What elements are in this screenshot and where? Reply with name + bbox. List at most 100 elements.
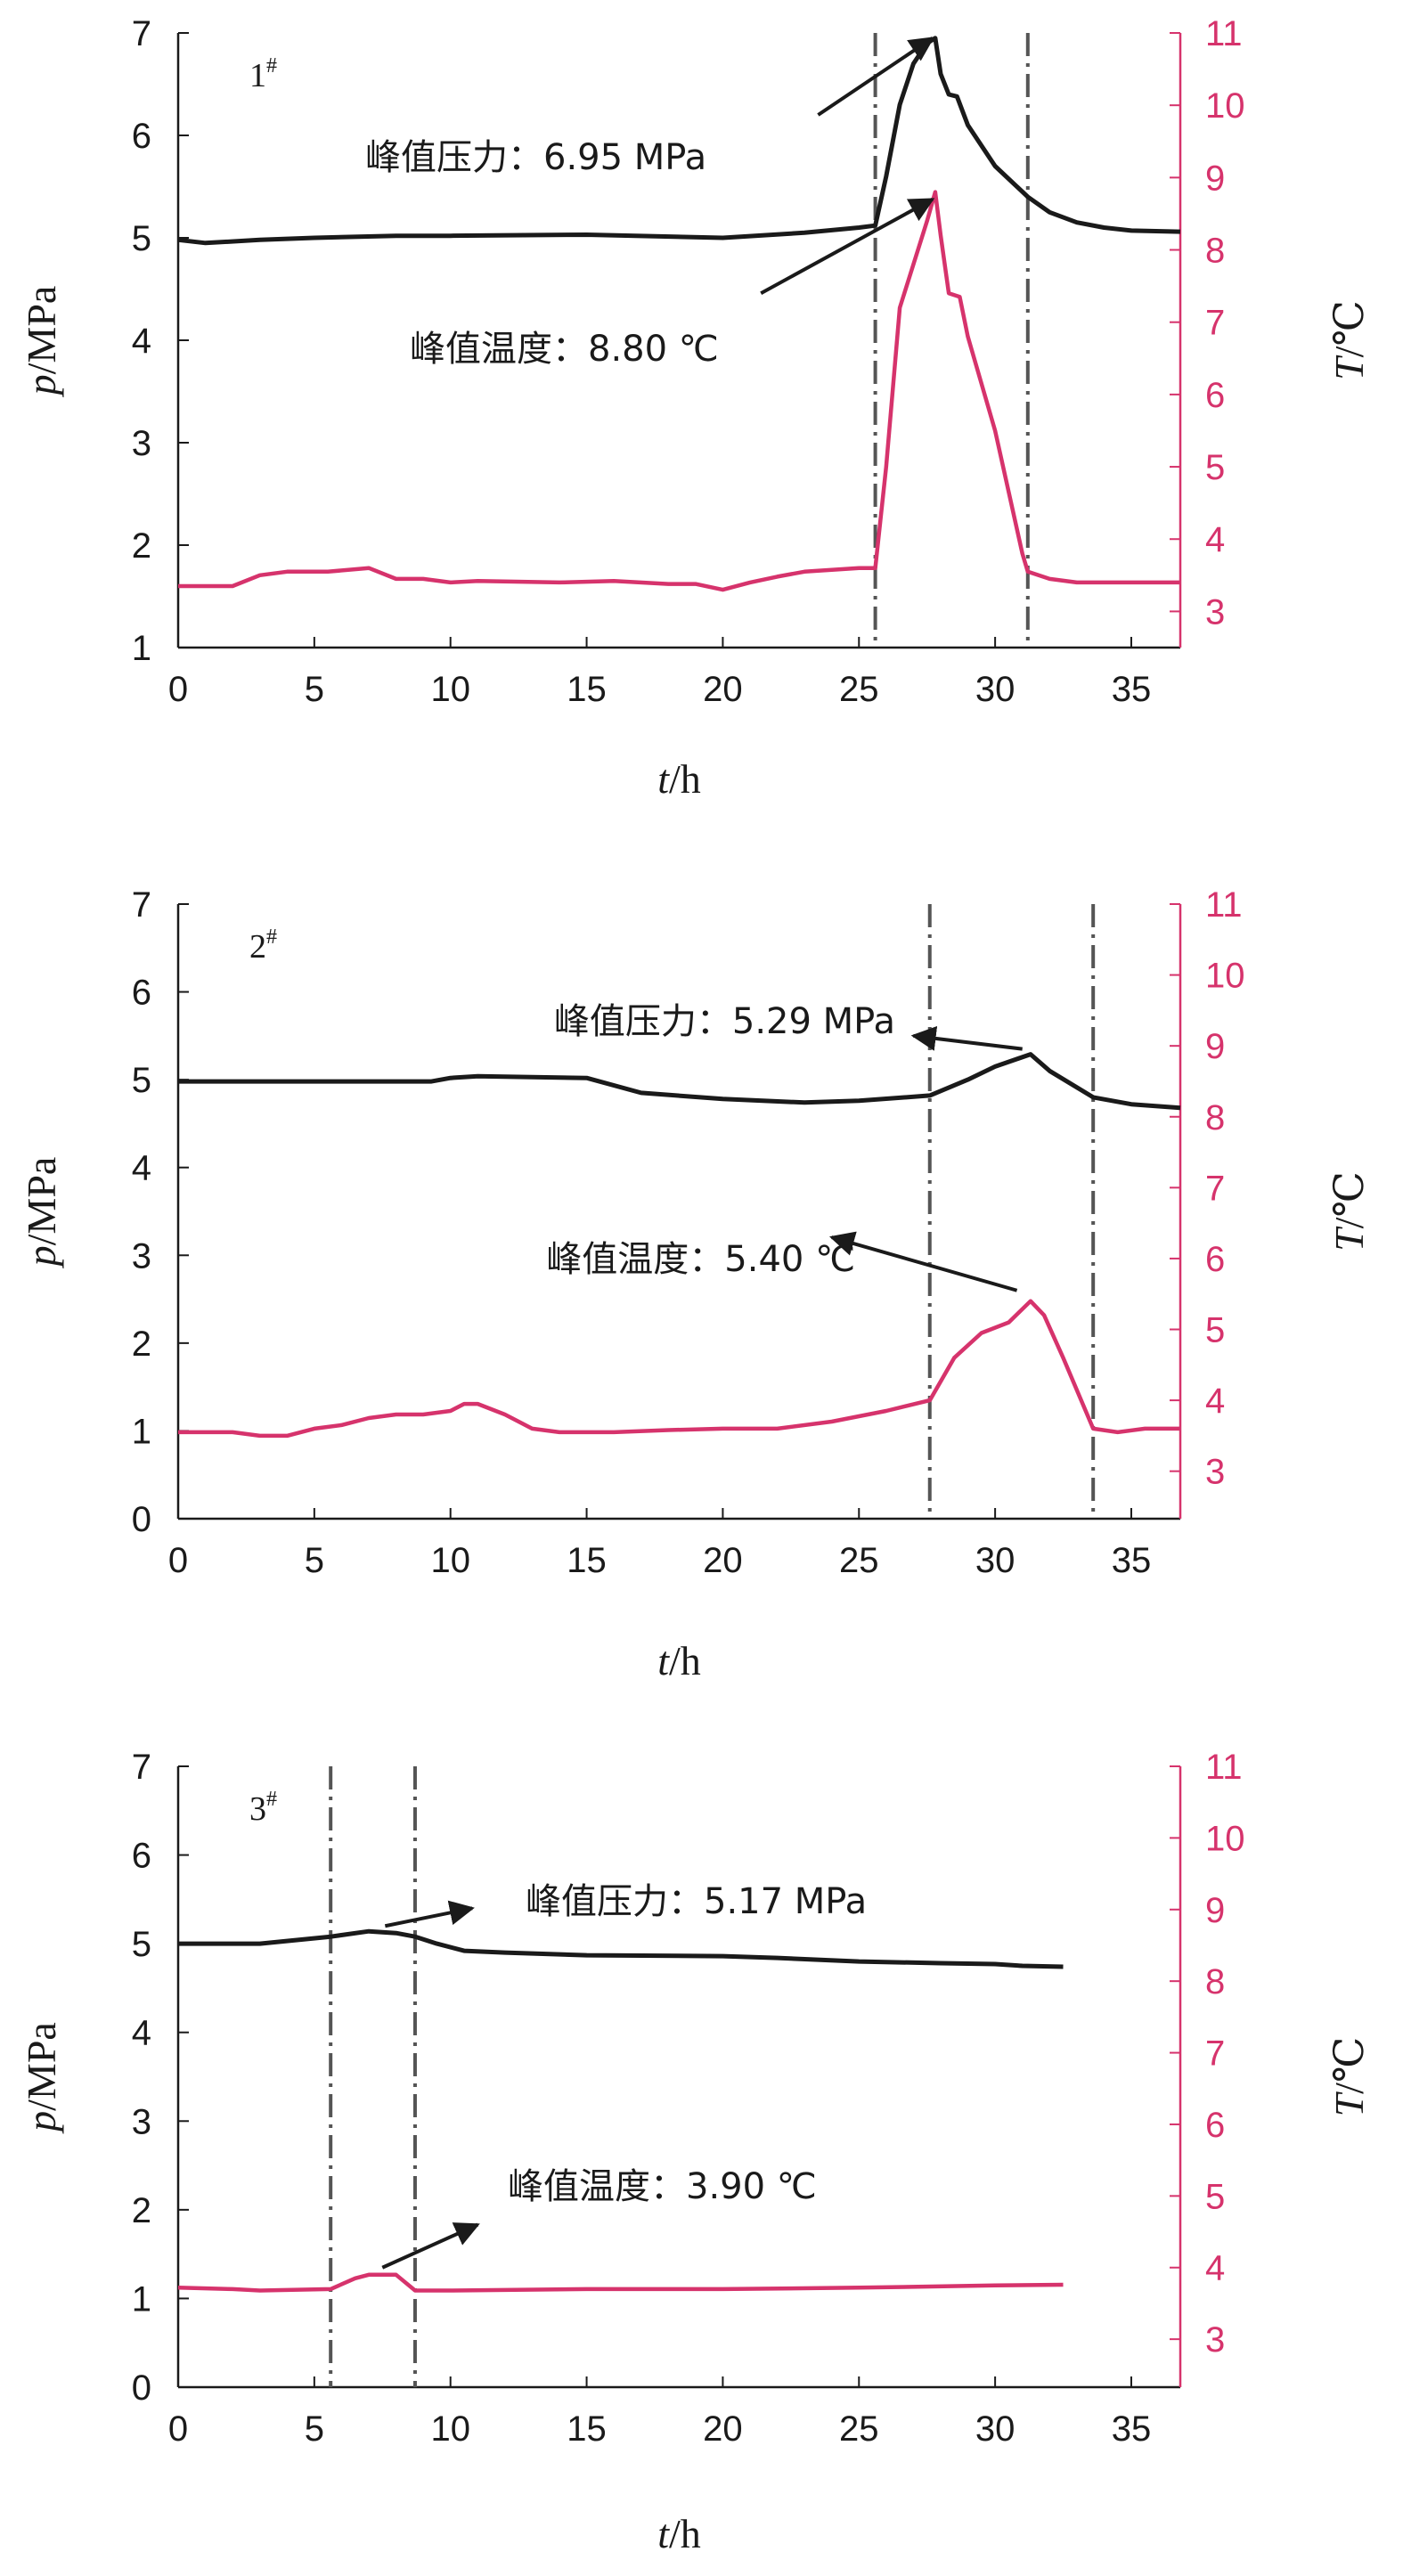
x-tick-label: 10: [430, 670, 470, 709]
y2-tick-label: 11: [1205, 1748, 1243, 1787]
y-axis-title: p/MPa: [19, 1157, 64, 1269]
x-tick-label: 5: [305, 1541, 324, 1580]
y-tick-label: 7: [132, 14, 151, 53]
y-tick-label: 1: [132, 2279, 151, 2319]
y2-tick-label: 6: [1205, 2106, 1225, 2145]
annotation-arrow: [381, 2222, 480, 2270]
y-tick-label: 7: [132, 885, 151, 925]
x-tick-label: 15: [567, 1541, 607, 1580]
pressure-series-line: [178, 1052, 1181, 1111]
y-tick-label: 5: [132, 1061, 151, 1100]
x-axis-title: t/h: [657, 756, 701, 802]
y-tick-label: 2: [132, 526, 151, 566]
y-tick-label: 5: [132, 1925, 151, 1964]
y-tick-label: 6: [132, 974, 151, 1013]
y2-tick-label: 6: [1205, 376, 1225, 415]
y2-tick-label: 3: [1205, 1453, 1225, 1492]
pressure-series-line: [177, 36, 1181, 246]
y2-tick-label: 7: [1205, 304, 1225, 343]
x-tick-label: 35: [1112, 2409, 1152, 2449]
y-tick-label: 7: [132, 1748, 151, 1787]
panel-3: 0 1 2 3 4 5 6 7 3 4 5 6 7 8 9 10 11 0 5 10 15 20 25 30 35 t/h p/MP…: [19, 1748, 1372, 2556]
y2-tick-label: 8: [1205, 1962, 1225, 2001]
panel-2: 0 1 2 3 4 5 6 7 3 4 5 6 7 8 9 10 11 0 5 10 15 20 25 30 35 t/h p/MP…: [19, 885, 1372, 1683]
y2-tick-label: 11: [1205, 885, 1243, 925]
annotation-arrow: [384, 1900, 475, 1928]
y-tick-label: 0: [132, 2368, 151, 2408]
annotation-arrow: [910, 1025, 1023, 1051]
y-tick-label: 1: [132, 629, 151, 668]
temperature-series-line: [178, 190, 1180, 592]
y2-tick-label: 3: [1205, 2320, 1225, 2360]
annotation-arrow: [817, 37, 935, 117]
y-tick-label: 3: [132, 424, 151, 463]
y2-tick-label: 10: [1205, 957, 1245, 996]
x-tick-label: 5: [305, 2409, 324, 2449]
y2-tick-label: 4: [1205, 1382, 1225, 1421]
x-tick-label: 15: [567, 2409, 607, 2449]
y-tick-label: 6: [132, 1837, 151, 1876]
y2-tick-label: 5: [1205, 1311, 1225, 1350]
peak-temperature-label: 峰值温度：5.40 ℃: [546, 1239, 855, 1280]
y2-tick-label: 4: [1205, 520, 1225, 559]
peak-pressure-label: 峰值压力：5.29 MPa: [554, 1001, 895, 1042]
x-tick-label: 15: [567, 670, 607, 709]
x-tick-label: 35: [1112, 1541, 1152, 1580]
y2-tick-label: 7: [1205, 2034, 1225, 2074]
y-tick-label: 6: [132, 117, 151, 156]
y-tick-label: 2: [132, 1325, 151, 1364]
panel-tag: 1#: [249, 54, 277, 94]
peak-pressure-label: 峰值压力：5.17 MPa: [526, 1881, 867, 1922]
x-tick-label: 30: [975, 1541, 1016, 1580]
x-tick-label: 25: [839, 670, 879, 709]
y2-tick-label: 10: [1205, 1819, 1245, 1858]
x-tick-label: 30: [975, 670, 1016, 709]
y-tick-label: 4: [132, 1149, 151, 1188]
peak-pressure-label: 峰值压力：6.95 MPa: [365, 137, 706, 178]
temperature-series-line: [178, 1299, 1180, 1439]
x-tick-label: 20: [703, 1541, 743, 1580]
x-tick-label: 30: [975, 2409, 1016, 2449]
y2-axis-title: T/℃: [1326, 1171, 1372, 1251]
x-axis-title: t/h: [657, 2511, 701, 2556]
x-tick-label: 10: [430, 2409, 470, 2449]
y2-tick-label: 6: [1205, 1240, 1225, 1279]
x-tick-label: 10: [430, 1541, 470, 1580]
y2-tick-label: 5: [1205, 2177, 1225, 2216]
x-tick-label: 20: [703, 670, 743, 709]
y-tick-label: 0: [132, 1500, 151, 1539]
panel-tag: 2#: [249, 925, 277, 966]
y-tick-label: 3: [132, 1236, 151, 1276]
y2-tick-label: 9: [1205, 1891, 1225, 1930]
y-axis-title: p/MPa: [19, 286, 64, 398]
y2-tick-label: 5: [1205, 448, 1225, 487]
y-tick-label: 4: [132, 2014, 151, 2053]
annotation-arrow: [829, 1231, 1018, 1292]
y-tick-label: 5: [132, 219, 151, 258]
x-tick-label: 0: [168, 2409, 188, 2449]
y2-tick-label: 7: [1205, 1169, 1225, 1208]
peak-temperature-label: 峰值温度：3.90 ℃: [508, 2166, 817, 2207]
y-tick-label: 2: [132, 2191, 151, 2230]
y2-axis-title: T/℃: [1326, 300, 1372, 380]
y-axis-title: p/MPa: [19, 2022, 64, 2134]
y2-tick-label: 11: [1205, 14, 1243, 53]
y-tick-label: 1: [132, 1412, 151, 1451]
panel-1: 1 2 3 4 5 6 7 3 4 5 6 7 8 9 10 11 0 5 10 15 20 25 30 35 t/h p/MPa…: [19, 14, 1372, 802]
x-tick-label: 0: [168, 1541, 188, 1580]
y2-axis-title: T/℃: [1326, 2037, 1372, 2117]
panel-tag: 3#: [249, 1788, 277, 1828]
x-tick-label: 0: [168, 670, 188, 709]
y2-tick-label: 4: [1205, 2249, 1225, 2288]
x-tick-label: 25: [839, 1541, 879, 1580]
y2-tick-label: 10: [1205, 86, 1245, 126]
y-tick-label: 4: [132, 322, 151, 361]
y2-tick-label: 8: [1205, 1098, 1225, 1137]
x-tick-label: 25: [839, 2409, 879, 2449]
y2-tick-label: 9: [1205, 1027, 1225, 1066]
y2-tick-label: 9: [1205, 159, 1225, 198]
annotation-arrow: [760, 197, 935, 295]
y-tick-label: 3: [132, 2102, 151, 2141]
pressure-series-line: [178, 1928, 1064, 1969]
x-tick-label: 5: [305, 670, 324, 709]
